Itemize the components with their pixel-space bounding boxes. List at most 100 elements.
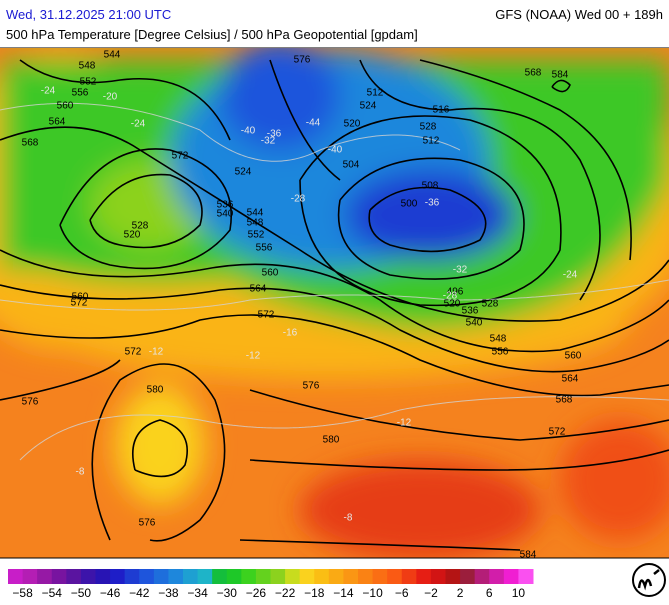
contour-label: 580 <box>323 435 340 446</box>
colorbar-tick-label: −30 <box>217 586 238 600</box>
contour-label: 548 <box>490 334 507 345</box>
colorbar-tick-label: −26 <box>246 586 267 600</box>
colorbar-swatch <box>124 569 140 584</box>
colorbar-swatch <box>401 569 417 584</box>
contour-label: 528 <box>482 299 499 310</box>
colorbar-swatch <box>358 569 374 584</box>
contour-label: 564 <box>562 374 579 385</box>
contour-label: 536 <box>462 306 479 317</box>
colorbar-swatch <box>460 569 476 584</box>
contour-label: 568 <box>22 138 39 149</box>
contour-label: 548 <box>247 218 264 229</box>
temperature-label: -12 <box>246 351 261 362</box>
contour-label: 544 <box>104 50 121 61</box>
colorbar-tick-label: −14 <box>333 586 354 600</box>
model-run: GFS (NOAA) Wed 00 + 189h <box>495 7 663 22</box>
contour-label: 496 <box>447 287 464 298</box>
contour-label: 572 <box>172 151 189 162</box>
temperature-label: -24 <box>563 270 578 281</box>
contour-label: 548 <box>79 61 96 72</box>
contour-label: 520 <box>124 230 141 241</box>
contour-label: 540 <box>466 318 483 329</box>
colorbar-swatch <box>139 569 155 584</box>
colorbar: −58 −54 −50 −46 −42 −38 −34 −30 −26 −22 −18 −14 −10−… <box>8 569 534 600</box>
temperature-label: -12 <box>149 347 164 358</box>
colorbar-tick-label: −54 <box>42 586 63 600</box>
colorbar-tick-label: −10 <box>362 586 383 600</box>
contour-label: 552 <box>80 77 97 88</box>
temperature-label: -32 <box>261 136 276 147</box>
subtitle: 500 hPa Temperature [Degree Celsius] / 5… <box>6 27 418 42</box>
contour-label: 556 <box>492 347 509 358</box>
contour-label: 560 <box>565 351 582 362</box>
colorbar-swatch <box>474 569 490 584</box>
temperature-label: -12 <box>397 418 412 429</box>
contour-label: 568 <box>556 395 573 406</box>
colorbar-swatch <box>503 569 519 584</box>
colorbar-swatch <box>255 569 271 584</box>
colorbar-tick-label: 2 <box>457 586 464 600</box>
temperature-contours <box>0 102 669 461</box>
colorbar-swatch <box>22 569 38 584</box>
contour-label: 508 <box>422 181 439 192</box>
temperature-label: -28 <box>443 291 458 302</box>
contour-label: 576 <box>294 55 311 66</box>
contour-label: 520 <box>344 119 361 130</box>
colorbar-tick-label: 10 <box>512 586 526 600</box>
valid-time: Wed, 31.12.2025 21:00 UTC <box>6 7 171 22</box>
temperature-label: -20 <box>103 92 118 103</box>
colorbar-swatch <box>387 569 403 584</box>
contour-label: 576 <box>139 518 156 529</box>
colorbar-tick-label: −50 <box>71 586 92 600</box>
colorbar-swatch <box>328 569 344 584</box>
temperature-label: -36 <box>267 129 282 140</box>
contour-label: 544 <box>247 208 264 219</box>
contour-label: 576 <box>303 381 320 392</box>
colorbar-tick-label: −58 <box>12 586 33 600</box>
contour-label: 572 <box>71 298 88 309</box>
colorbar-swatch <box>51 569 67 584</box>
temperature-label: -24 <box>131 119 146 130</box>
colorbar-swatch <box>197 569 213 584</box>
contour-label: 584 <box>552 70 569 81</box>
geopotential-contours <box>0 59 669 551</box>
contour-label: 512 <box>423 136 440 147</box>
contour-label: 540 <box>217 209 234 220</box>
contour-label: 500 <box>401 199 418 210</box>
contour-label: 580 <box>147 385 164 396</box>
temperature-label: -40 <box>241 126 256 137</box>
temperature-label: -32 <box>453 265 468 276</box>
contour-label: 524 <box>360 101 377 112</box>
colorbar-swatch <box>343 569 359 584</box>
contour-label: 556 <box>256 243 273 254</box>
colorbar-swatch <box>314 569 330 584</box>
contour-label: 564 <box>250 284 267 295</box>
temperature-label: -8 <box>76 467 85 478</box>
colorbar-swatch <box>153 569 169 584</box>
contour-label: 560 <box>57 101 74 112</box>
contour-label: 572 <box>258 310 275 321</box>
colorbar-swatch <box>285 569 301 584</box>
contour-label: 572 <box>125 347 142 358</box>
colorbar-swatch <box>66 569 82 584</box>
colorbar-tick-label: −6 <box>395 586 409 600</box>
contour-label: 552 <box>248 230 265 241</box>
colorbar-swatch <box>183 569 199 584</box>
contour-label: 528 <box>420 122 437 133</box>
temperature-label: -16 <box>283 328 298 339</box>
colorbar-tick-label: −22 <box>275 586 296 600</box>
colorbar-swatch <box>270 569 286 584</box>
colorbar-swatch <box>37 569 53 584</box>
contour-label: 556 <box>72 88 89 99</box>
contour-label: 520 <box>444 299 461 310</box>
contour-label: 572 <box>549 427 566 438</box>
colorbar-swatch <box>445 569 461 584</box>
contour-label: 536 <box>217 200 234 211</box>
logo <box>632 563 666 597</box>
colorbar-tick-label: −42 <box>129 586 150 600</box>
colorbar-swatch <box>430 569 446 584</box>
colorbar-tick-label: −34 <box>187 586 208 600</box>
